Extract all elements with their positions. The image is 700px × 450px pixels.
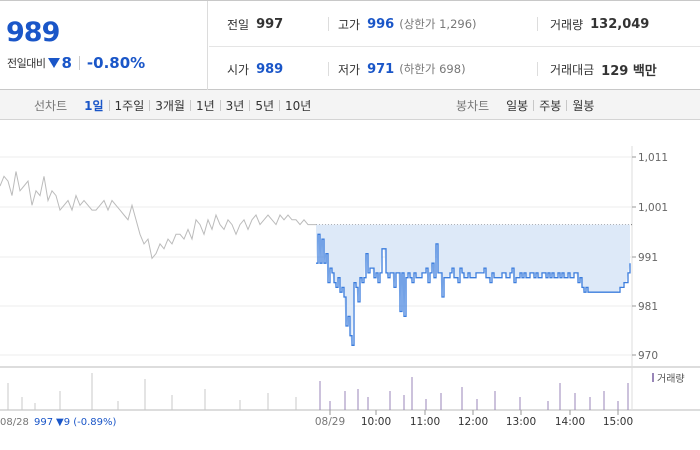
- volume-legend-label: 거래량: [657, 373, 685, 385]
- period-tab-1[interactable]: 1주일: [114, 98, 145, 113]
- trade-amount-value: 129 백만: [601, 63, 657, 79]
- x-tick-label: 14:00: [555, 416, 585, 428]
- period-tab-4[interactable]: 3년: [225, 98, 245, 113]
- price-chart-svg: 1,011 1,001 991 981 970 거래량 08/29 10:00 11:00 12:…: [0, 146, 700, 428]
- high-value: 996: [367, 16, 395, 32]
- prev-close-cell: 전일 997: [227, 2, 283, 46]
- x-tick-label: 15:00: [603, 416, 633, 428]
- toolbar-divider: [189, 99, 191, 111]
- divider: [328, 62, 329, 76]
- x-tick-label: 08/29: [315, 416, 345, 428]
- change-percent: -0.80%: [86, 54, 146, 72]
- x-tick-label: 12:00: [458, 416, 488, 428]
- low-label: 저가: [338, 62, 361, 77]
- quote-info-grid: 전일 997 고가 996 (상한가 1,296) 거래량 132,049 시가…: [209, 1, 700, 90]
- trade-amount-label: 거래대금: [550, 62, 595, 77]
- previous-day-line: [0, 171, 316, 260]
- x-tick-label: 11:00: [410, 416, 440, 428]
- y-tick-label: 1,011: [638, 152, 668, 164]
- lower-limit: (하한가 698): [399, 62, 466, 76]
- candle-tab-2[interactable]: 월봉: [572, 98, 595, 113]
- price-box: 989 전일대비 8 -0.80%: [0, 1, 208, 90]
- toolbar-divider: [533, 99, 535, 111]
- divider: [78, 56, 80, 70]
- toolbar-divider: [149, 99, 151, 111]
- down-triangle-icon: [48, 58, 61, 68]
- period-tab-6[interactable]: 10년: [285, 98, 312, 113]
- row-divider: [209, 46, 700, 47]
- toolbar-divider: [249, 99, 251, 111]
- y-tick-label: 1,001: [638, 202, 668, 214]
- x-tick-label: 10:00: [361, 416, 391, 428]
- candle-tab-0[interactable]: 일봉: [506, 98, 529, 113]
- change-row: 전일대비 8 -0.80%: [7, 54, 145, 72]
- price-chart: 1,011 1,001 991 981 970 거래량 08/29 10:00 11:00 12:…: [0, 121, 700, 450]
- toolbar-divider: [279, 99, 281, 111]
- trade-amount-cell: 거래대금 129 백만: [550, 47, 657, 91]
- period-selector: 선차트 1일 1주일 3개월 1년 3년 5년 10년: [34, 90, 316, 120]
- candle-tab-1[interactable]: 주봉: [539, 98, 562, 113]
- y-tick-label: 991: [638, 252, 658, 264]
- period-tab-3[interactable]: 1년: [195, 98, 215, 113]
- toolbar-divider: [219, 99, 221, 111]
- low-value: 971: [367, 61, 395, 77]
- toolbar-divider: [566, 99, 568, 111]
- today-price-line: [316, 233, 631, 346]
- change-amount: 8: [61, 54, 72, 72]
- chart-toolbar: 선차트 1일 1주일 3개월 1년 3년 5년 10년 봉차트 일봉 주봉 월봉: [0, 90, 700, 120]
- y-tick-label: 981: [638, 301, 658, 313]
- candle-selector: 봉차트 일봉 주봉 월봉: [456, 90, 599, 120]
- divider: [537, 17, 538, 31]
- change-label: 전일대비: [7, 57, 46, 70]
- upper-limit: (상한가 1,296): [399, 17, 477, 31]
- stock-summary-panel: 989 전일대비 8 -0.80% 전일 997 고가 996 (상한가 1,2…: [0, 0, 700, 90]
- line-chart-label: 선차트: [34, 98, 68, 113]
- prev-close-value: 997: [256, 16, 284, 32]
- prev-day-change: ▼9 (-0.89%): [56, 417, 117, 428]
- open-label: 시가: [227, 62, 250, 77]
- current-price: 989: [6, 17, 60, 48]
- divider: [537, 62, 538, 76]
- volume-cell: 거래량 132,049: [550, 2, 649, 46]
- period-tab-2[interactable]: 3개월: [155, 98, 185, 113]
- open-cell: 시가 989: [227, 47, 283, 91]
- period-tab-5[interactable]: 5년: [255, 98, 275, 113]
- toolbar-divider: [108, 99, 110, 111]
- volume-value: 132,049: [590, 16, 650, 32]
- high-cell: 고가 996 (상한가 1,296): [338, 2, 477, 46]
- high-label: 고가: [338, 17, 361, 32]
- volume-legend-swatch: [652, 373, 654, 382]
- period-tab-0[interactable]: 1일: [84, 98, 104, 113]
- x-tick-label: 13:00: [506, 416, 536, 428]
- prev-day-date: 08/28: [0, 417, 29, 428]
- volume-label: 거래량: [550, 17, 584, 32]
- prev-close-label: 전일: [227, 17, 250, 32]
- low-cell: 저가 971 (하한가 698): [338, 47, 466, 91]
- prev-day-close: 997: [34, 417, 53, 428]
- open-value: 989: [256, 61, 284, 77]
- y-tick-label: 970: [638, 350, 658, 362]
- today-area-fill: [316, 224, 630, 346]
- divider: [328, 17, 329, 31]
- candle-chart-label: 봉차트: [456, 98, 490, 113]
